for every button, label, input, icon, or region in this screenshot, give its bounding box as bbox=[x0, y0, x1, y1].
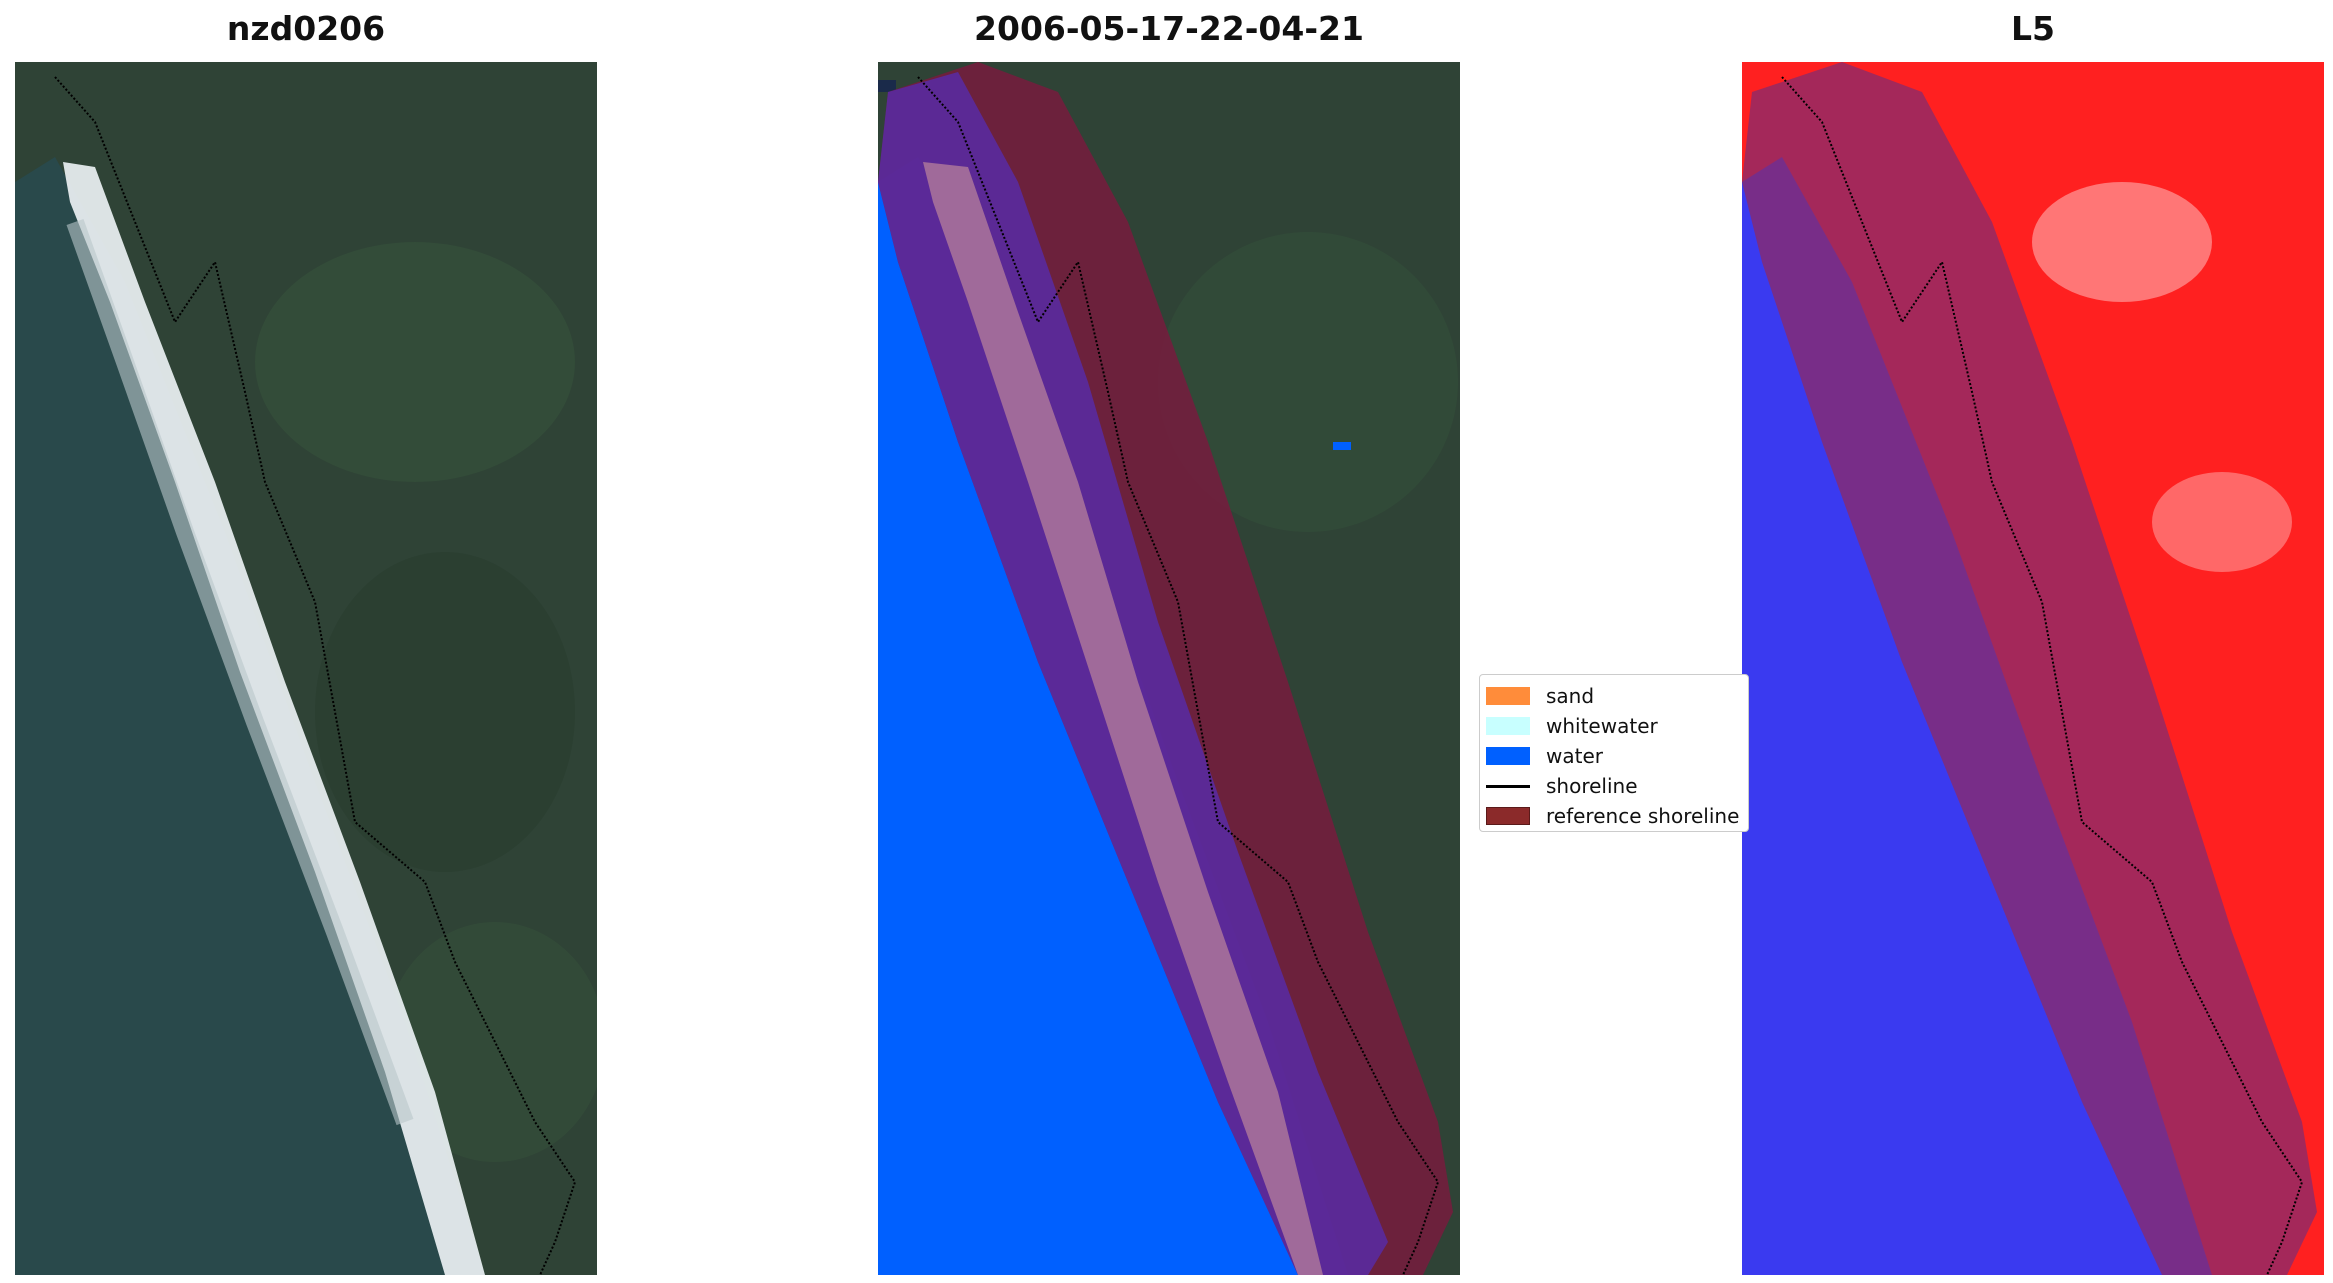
classification-panel bbox=[878, 62, 1460, 1275]
panel-title-date: 2006-05-17-22-04-21 bbox=[974, 9, 1364, 48]
legend-label: shoreline bbox=[1546, 774, 1638, 798]
legend: sand whitewater water shoreline referenc… bbox=[1479, 674, 1749, 832]
legend-label: whitewater bbox=[1546, 714, 1658, 738]
legend-item-water: water bbox=[1480, 741, 1748, 771]
legend-label: sand bbox=[1546, 684, 1595, 708]
index-panel bbox=[1742, 62, 2324, 1275]
panel-title-index: L5 bbox=[2011, 9, 2055, 48]
legend-item-reference-shoreline: reference shoreline bbox=[1480, 801, 1748, 831]
rgb-image-panel bbox=[15, 62, 597, 1275]
water-swatch bbox=[1486, 747, 1530, 765]
legend-item-whitewater: whitewater bbox=[1480, 711, 1748, 741]
legend-item-sand: sand bbox=[1480, 681, 1748, 711]
legend-item-shoreline: shoreline bbox=[1480, 771, 1748, 801]
panel-title-rgb: nzd0206 bbox=[226, 9, 386, 48]
legend-label: water bbox=[1546, 744, 1603, 768]
sand-swatch bbox=[1486, 687, 1530, 705]
shoreline-line-swatch bbox=[1486, 784, 1530, 788]
reference-shoreline-swatch bbox=[1486, 807, 1530, 825]
legend-label: reference shoreline bbox=[1546, 804, 1740, 828]
whitewater-swatch bbox=[1486, 717, 1530, 735]
